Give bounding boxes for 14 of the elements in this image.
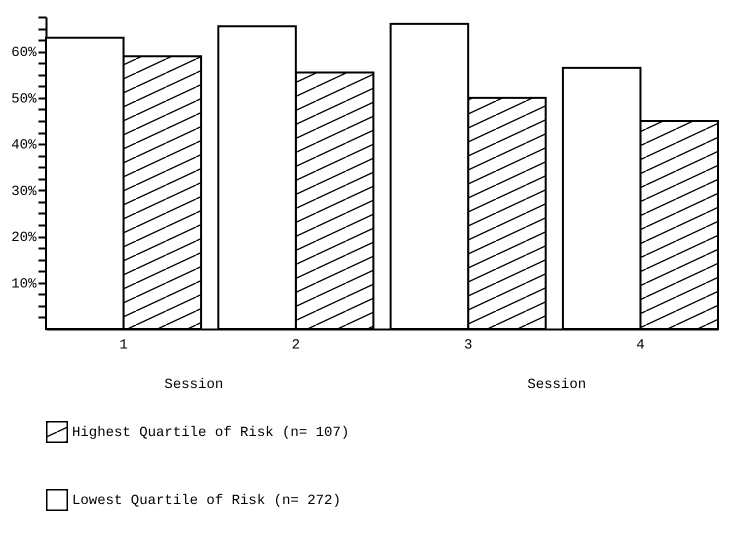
x-tick-label: 4 bbox=[636, 338, 645, 354]
y-tick-label: 60% bbox=[11, 45, 38, 62]
legend-label: Highest Quartile of Risk (n= 107) bbox=[72, 425, 350, 441]
y-tick-label: 40% bbox=[11, 138, 38, 154]
legend-label: Lowest Quartile of Risk (n= 272) bbox=[72, 493, 341, 509]
y-tick-label: 50% bbox=[11, 91, 38, 108]
x-axis-title: Session bbox=[164, 377, 224, 393]
y-tick-label: 20% bbox=[11, 230, 38, 246]
x-tick-label: 3 bbox=[464, 338, 472, 354]
y-tick-label: 10% bbox=[11, 276, 38, 292]
x-tick-label: 2 bbox=[292, 338, 300, 354]
x-tick-label: 1 bbox=[119, 338, 128, 354]
text: Session bbox=[527, 377, 586, 393]
y-tick-label: 30% bbox=[11, 184, 38, 200]
